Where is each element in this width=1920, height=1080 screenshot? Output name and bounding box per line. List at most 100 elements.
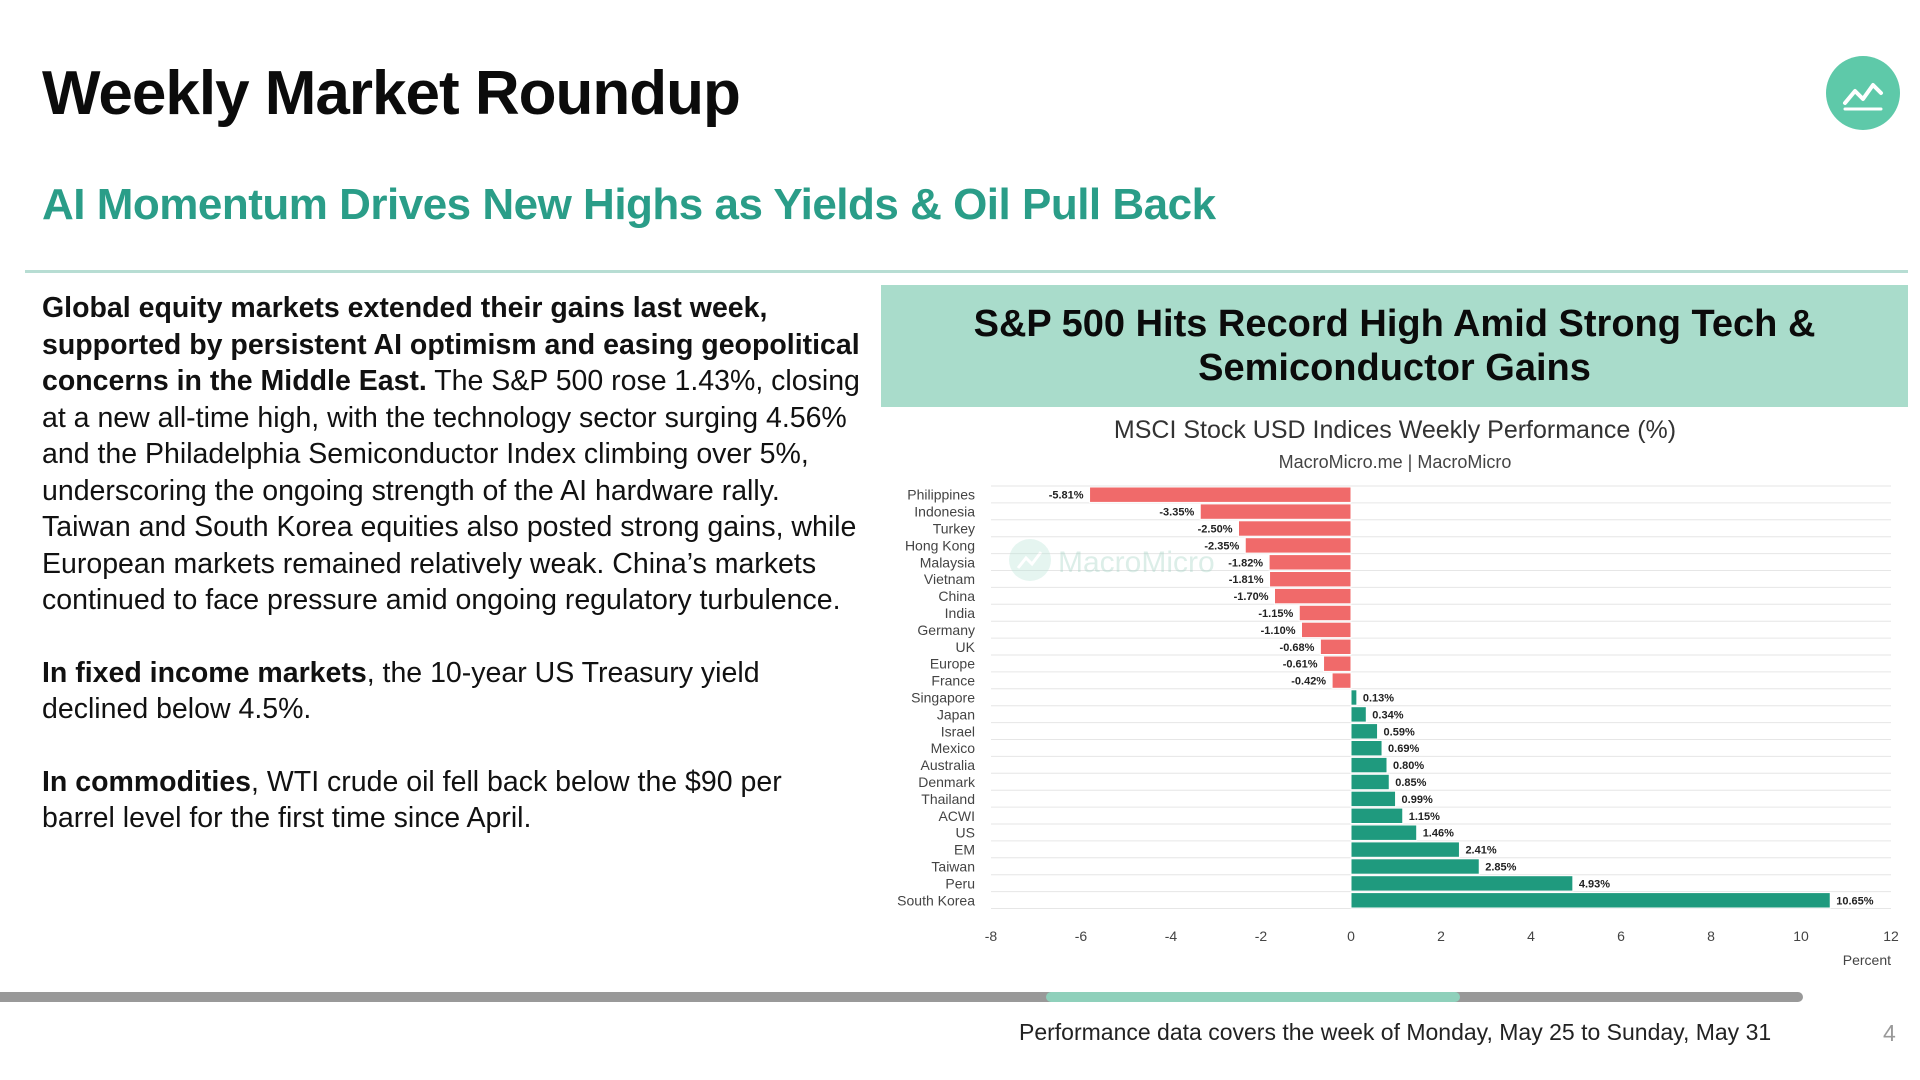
data-label: 10.65% [1836, 895, 1874, 907]
category-label: Philippines [907, 487, 975, 503]
body-text: Global equity markets extended their gai… [42, 290, 862, 873]
category-label: Turkey [933, 521, 975, 537]
watermark: MacroMicro [1009, 539, 1215, 581]
category-label: Malaysia [920, 554, 975, 570]
bar [1269, 571, 1352, 588]
trend-chart-icon [1843, 83, 1883, 111]
bar [1350, 756, 1388, 774]
bar [1238, 520, 1352, 537]
data-label: 0.59% [1384, 726, 1415, 738]
x-tick-label: 6 [1617, 928, 1625, 944]
value-labels: -5.81% -3.35% -2.50% -2.35% -1.82% -1.81% -1.7… [1049, 490, 1874, 908]
bar [1350, 773, 1390, 791]
bar [1319, 638, 1352, 656]
category-label: China [938, 588, 975, 604]
x-axis-ticks: -8 -6 -4 -2 0 2 4 6 8 10 12 [985, 928, 1899, 944]
bar [1350, 841, 1460, 858]
category-label: Mexico [931, 740, 976, 756]
footer-note: Performance data covers the week of Mond… [1019, 1019, 1772, 1045]
bars [1089, 486, 1831, 909]
x-tick-label: 2 [1437, 928, 1445, 944]
bar [1331, 672, 1352, 689]
category-label: ACWI [938, 808, 975, 824]
category-label: Japan [937, 706, 975, 722]
bar [1298, 604, 1352, 622]
bar [1350, 723, 1379, 740]
data-label: -2.35% [1204, 540, 1239, 552]
data-label: 4.93% [1579, 878, 1610, 890]
x-tick-label: -6 [1075, 928, 1088, 944]
bar [1323, 655, 1352, 672]
page-number: 4 [1883, 1020, 1896, 1046]
x-tick-label: -8 [985, 928, 998, 944]
category-label: Europe [930, 656, 975, 672]
bar [1350, 807, 1404, 825]
data-label: -1.15% [1258, 608, 1293, 620]
chart-headline: S&P 500 Hits Record High Amid Strong Tec… [881, 285, 1908, 407]
category-label: Vietnam [924, 571, 975, 587]
category-label: US [956, 825, 975, 841]
category-label: Singapore [911, 690, 975, 706]
category-label: Indonesia [914, 504, 975, 520]
chart-title: MSCI Stock USD Indices Weekly Performanc… [1114, 416, 1676, 444]
bar [1199, 503, 1352, 520]
data-label: -0.68% [1280, 642, 1315, 654]
paragraph-equities-body: The S&P 500 rose 1.43%, closing at a new… [42, 365, 860, 616]
page-title: Weekly Market Roundup [42, 59, 741, 128]
bar [1350, 892, 1831, 909]
paragraph-fixed-income-body: , the 10-year US Treasury yield declined… [42, 656, 760, 726]
data-label: -2.50% [1198, 524, 1233, 536]
category-label: France [931, 673, 975, 689]
category-label: Israel [941, 723, 975, 739]
bar [1350, 706, 1367, 723]
paragraph-equities: Global equity markets extended their gai… [42, 290, 862, 619]
paragraph-commodities-body: , WTI crude oil fell back below the $90 … [42, 765, 782, 835]
gridlines [991, 485, 1891, 909]
data-label: 2.41% [1465, 845, 1496, 857]
watermark-logo-icon [1009, 539, 1051, 581]
x-tick-label: -4 [1165, 928, 1178, 944]
category-label: UK [956, 639, 976, 655]
bar [1350, 824, 1418, 841]
data-label: -1.70% [1234, 591, 1269, 603]
x-axis-label: Percent [1843, 952, 1891, 968]
bar [1350, 689, 1358, 706]
x-tick-label: 12 [1883, 928, 1899, 944]
data-label: 0.85% [1395, 777, 1426, 789]
bar [1350, 740, 1383, 757]
bar [1244, 537, 1352, 554]
data-label: -1.82% [1228, 557, 1263, 569]
data-label: 1.46% [1423, 828, 1454, 840]
bar [1350, 858, 1480, 875]
paragraph-commodities: In commodities, WTI crude oil fell back … [42, 764, 862, 837]
data-label: 0.69% [1388, 743, 1419, 755]
data-label: -3.35% [1159, 507, 1194, 519]
x-tick-label: -2 [1255, 928, 1268, 944]
x-tick-label: 0 [1347, 928, 1355, 944]
watermark-text: MacroMicro [1058, 546, 1215, 579]
bar [1301, 621, 1352, 639]
bar [1089, 486, 1352, 503]
category-label: Australia [921, 757, 976, 773]
x-tick-label: 8 [1707, 928, 1715, 944]
progress-track [0, 992, 1803, 1002]
x-tick-label: 4 [1527, 928, 1535, 944]
bar-chart: MSCI Stock USD Indices Weekly Performanc… [897, 416, 1899, 968]
data-label: -1.81% [1229, 574, 1264, 586]
category-label: India [945, 605, 976, 621]
category-label: Taiwan [931, 859, 975, 875]
data-label: -0.42% [1291, 676, 1326, 688]
data-label: 0.80% [1393, 760, 1424, 772]
bar [1274, 587, 1352, 605]
data-label: -1.10% [1261, 625, 1296, 637]
data-label: 0.13% [1363, 693, 1394, 705]
paragraph-commodities-lead: In commodities [42, 765, 252, 798]
paragraph-equities-lead: Global equity markets extended their gai… [42, 292, 860, 397]
category-label: Germany [917, 622, 975, 638]
category-label: South Korea [897, 892, 975, 908]
paragraph-fixed-income-lead: In fixed income markets [42, 656, 367, 689]
category-label: Thailand [921, 791, 975, 807]
category-label: Denmark [918, 774, 976, 790]
header-divider [25, 270, 1908, 273]
